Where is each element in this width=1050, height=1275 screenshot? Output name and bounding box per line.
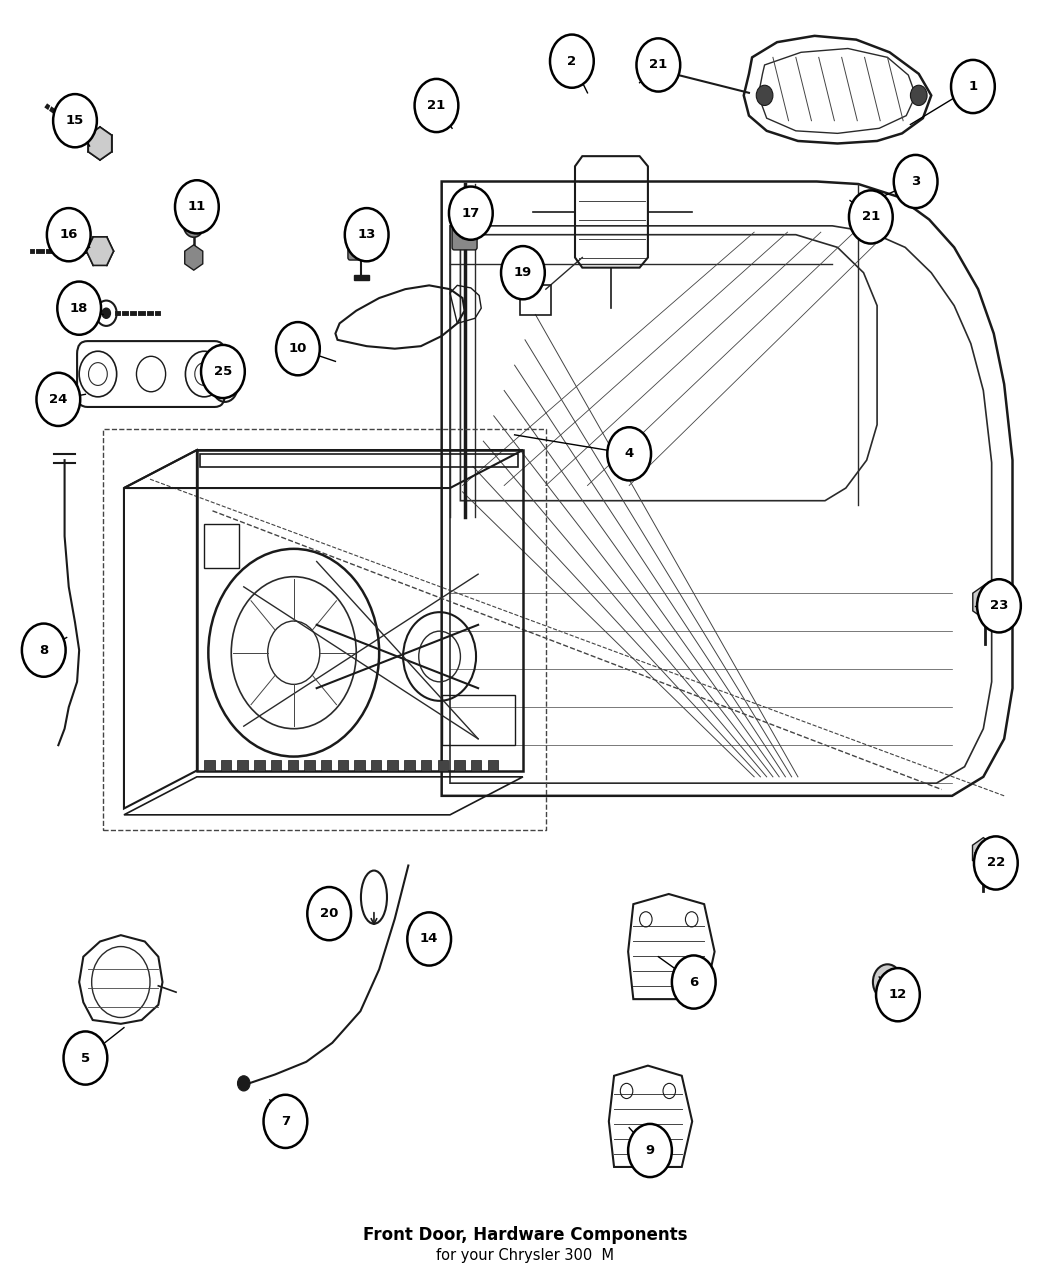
Text: 16: 16 (60, 228, 78, 241)
Circle shape (276, 323, 320, 375)
Bar (271, 760, 281, 770)
Text: 12: 12 (888, 988, 907, 1001)
FancyBboxPatch shape (348, 237, 375, 260)
Bar (387, 760, 398, 770)
Circle shape (894, 154, 938, 208)
Text: 1: 1 (968, 80, 978, 93)
Circle shape (951, 60, 994, 113)
Circle shape (876, 968, 920, 1021)
Circle shape (308, 887, 351, 940)
Text: 15: 15 (66, 115, 84, 128)
Bar (337, 760, 348, 770)
Circle shape (58, 282, 101, 335)
Circle shape (415, 79, 459, 133)
Bar (200, 454, 518, 467)
Text: 9: 9 (646, 1144, 654, 1156)
Text: 23: 23 (990, 599, 1008, 612)
Circle shape (550, 34, 593, 88)
Circle shape (37, 372, 80, 426)
Bar (220, 760, 231, 770)
Text: 22: 22 (987, 857, 1005, 870)
Text: 19: 19 (513, 266, 532, 279)
Text: 18: 18 (70, 302, 88, 315)
Text: for your Chrysler 300  M: for your Chrysler 300 M (436, 1248, 614, 1264)
Bar (354, 760, 364, 770)
Circle shape (201, 346, 245, 398)
Text: 17: 17 (462, 207, 480, 219)
Circle shape (449, 186, 492, 240)
Bar (487, 760, 498, 770)
Text: 11: 11 (188, 200, 206, 213)
Text: 21: 21 (427, 99, 445, 112)
Circle shape (175, 180, 218, 233)
Text: 10: 10 (289, 342, 307, 356)
Circle shape (974, 836, 1017, 890)
Circle shape (636, 38, 680, 92)
Circle shape (849, 190, 892, 244)
Text: Front Door, Hardware Components: Front Door, Hardware Components (362, 1227, 688, 1244)
Bar (371, 760, 381, 770)
Text: 6: 6 (689, 975, 698, 988)
Bar (304, 760, 315, 770)
Bar (421, 760, 432, 770)
Text: 25: 25 (214, 365, 232, 377)
Circle shape (184, 212, 204, 237)
Text: 24: 24 (49, 393, 67, 405)
Circle shape (978, 579, 1021, 632)
Circle shape (756, 85, 773, 106)
Circle shape (607, 427, 651, 481)
Text: 20: 20 (320, 907, 338, 921)
Text: 2: 2 (567, 55, 576, 68)
Text: 14: 14 (420, 932, 438, 946)
Circle shape (64, 1031, 107, 1085)
Text: 7: 7 (280, 1114, 290, 1128)
Bar (237, 760, 248, 770)
Circle shape (22, 623, 65, 677)
Circle shape (672, 955, 716, 1009)
Circle shape (102, 309, 110, 319)
Bar (321, 760, 331, 770)
Circle shape (910, 85, 927, 106)
Circle shape (628, 1123, 672, 1177)
Circle shape (264, 1095, 308, 1148)
Text: 13: 13 (357, 228, 376, 241)
Text: 21: 21 (862, 210, 880, 223)
Circle shape (344, 208, 388, 261)
Text: 4: 4 (625, 448, 634, 460)
Circle shape (407, 913, 452, 965)
Circle shape (54, 94, 97, 148)
Text: 21: 21 (649, 59, 668, 71)
Bar (470, 760, 481, 770)
FancyBboxPatch shape (453, 227, 477, 250)
Bar (354, 275, 369, 280)
Bar (404, 760, 415, 770)
Bar (455, 760, 464, 770)
Circle shape (237, 1076, 250, 1091)
Bar (254, 760, 265, 770)
Circle shape (873, 964, 902, 1000)
Text: 8: 8 (39, 644, 48, 657)
Bar (288, 760, 298, 770)
Text: 5: 5 (81, 1052, 90, 1065)
Text: 3: 3 (911, 175, 920, 187)
Bar (438, 760, 448, 770)
Circle shape (47, 208, 90, 261)
Bar (204, 760, 214, 770)
Circle shape (501, 246, 545, 300)
